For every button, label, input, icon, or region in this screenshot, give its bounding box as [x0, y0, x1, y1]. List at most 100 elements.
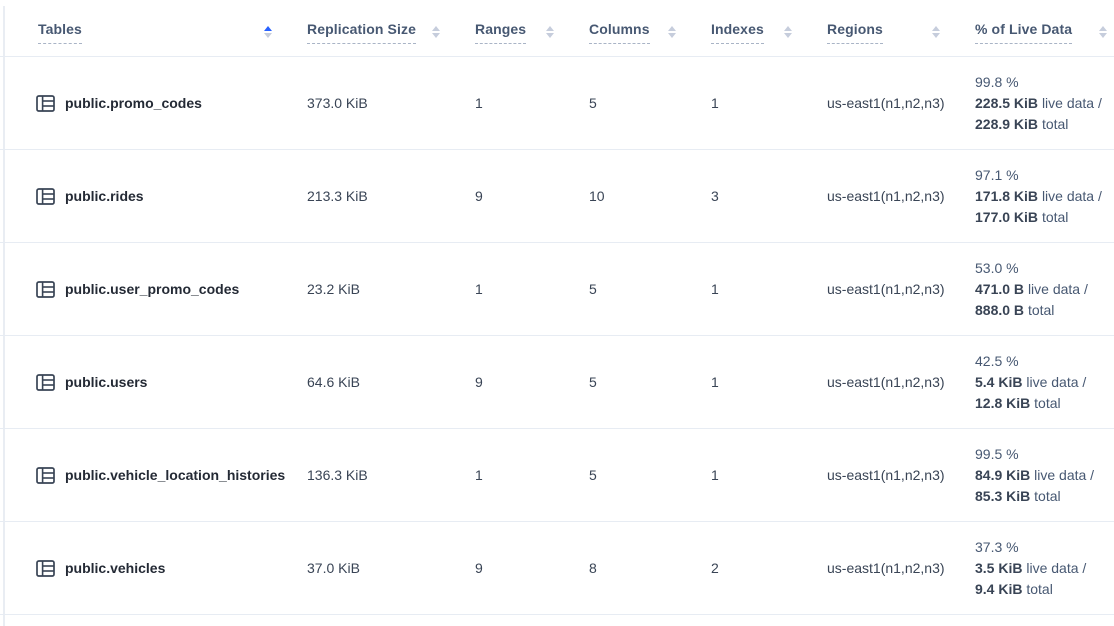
total-size-line: 12.8 KiB total — [975, 394, 1061, 411]
table-row: public.user_promo_codes 23.2 KiB 1 5 1 u… — [0, 243, 1114, 336]
ranges-value: 1 — [475, 281, 483, 297]
replication-size-value: 136.3 KiB — [307, 467, 368, 483]
column-header-live-data[interactable]: % of Live Data — [975, 8, 1114, 56]
column-header-ranges[interactable]: Ranges — [475, 8, 589, 56]
regions-value: us-east1(n1,n2,n3) — [827, 188, 945, 204]
regions-value: us-east1(n1,n2,n3) — [827, 374, 945, 390]
table-grid-icon — [36, 559, 55, 577]
indexes-value: 3 — [711, 188, 719, 204]
table-name-link[interactable]: public.user_promo_codes — [0, 279, 307, 299]
live-percent: 42.5 % — [975, 352, 1019, 369]
column-header-regions[interactable]: Regions — [827, 8, 975, 56]
column-header-label: Ranges — [475, 21, 527, 44]
column-header-columns[interactable]: Columns — [589, 8, 711, 56]
table-body: public.promo_codes 373.0 KiB 1 5 1 us-ea… — [0, 57, 1114, 615]
live-percent: 37.3 % — [975, 538, 1019, 555]
sort-icon — [668, 26, 677, 38]
live-size-line: 84.9 KiB live data / — [975, 466, 1095, 483]
live-data-cell: 99.8 % 228.5 KiB live data / 228.9 KiB t… — [975, 72, 1114, 135]
table-name: public.vehicles — [65, 560, 166, 576]
table-row: public.users 64.6 KiB 9 5 1 us-east1(n1,… — [0, 336, 1114, 429]
live-data-cell: 99.5 % 84.9 KiB live data / 85.3 KiB tot… — [975, 444, 1114, 507]
live-data-cell: 42.5 % 5.4 KiB live data / 12.8 KiB tota… — [975, 351, 1114, 414]
regions-value: us-east1(n1,n2,n3) — [827, 560, 945, 576]
columns-value: 5 — [589, 95, 597, 111]
live-percent: 97.1 % — [975, 166, 1019, 183]
total-size-line: 85.3 KiB total — [975, 487, 1061, 504]
live-data-cell: 97.1 % 171.8 KiB live data / 177.0 KiB t… — [975, 165, 1114, 228]
sort-icon — [932, 26, 941, 38]
regions-value: us-east1(n1,n2,n3) — [827, 281, 945, 297]
columns-value: 5 — [589, 374, 597, 390]
replication-size-value: 64.6 KiB — [307, 374, 360, 390]
column-header-replication-size[interactable]: Replication Size — [307, 8, 475, 56]
sort-icon — [264, 26, 273, 38]
table-name-link[interactable]: public.users — [0, 372, 307, 392]
table-name-link[interactable]: public.vehicle_location_histories — [0, 465, 307, 485]
total-size-line: 888.0 B total — [975, 301, 1055, 318]
table-grid-icon — [36, 373, 55, 391]
column-header-label: Indexes — [711, 21, 764, 44]
table-grid-icon — [36, 280, 55, 298]
column-header-tables[interactable]: Tables — [0, 8, 307, 56]
table-name-link[interactable]: public.vehicles — [0, 558, 307, 578]
table-name: public.users — [65, 374, 148, 390]
table-name: public.promo_codes — [65, 95, 202, 111]
column-header-label: Columns — [589, 21, 650, 44]
table-name: public.user_promo_codes — [65, 281, 240, 297]
table-grid-icon — [36, 466, 55, 484]
live-size-line: 5.4 KiB live data / — [975, 373, 1087, 390]
total-size-line: 9.4 KiB total — [975, 580, 1053, 597]
database-tables-table: Tables Replication Size Ranges Columns I… — [0, 8, 1114, 615]
live-size-line: 471.0 B live data / — [975, 280, 1088, 297]
regions-value: us-east1(n1,n2,n3) — [827, 95, 945, 111]
column-header-label: % of Live Data — [975, 21, 1073, 44]
table-grid-icon — [36, 187, 55, 205]
ranges-value: 9 — [475, 188, 483, 204]
table-name: public.rides — [65, 188, 144, 204]
sort-icon — [546, 26, 555, 38]
live-data-cell: 37.3 % 3.5 KiB live data / 9.4 KiB total — [975, 537, 1114, 600]
ranges-value: 1 — [475, 467, 483, 483]
sort-icon — [432, 26, 441, 38]
columns-value: 8 — [589, 560, 597, 576]
column-header-label: Tables — [38, 21, 82, 44]
columns-value: 5 — [589, 467, 597, 483]
table-row: public.promo_codes 373.0 KiB 1 5 1 us-ea… — [0, 57, 1114, 150]
sort-icon — [1099, 26, 1108, 38]
replication-size-value: 373.0 KiB — [307, 95, 368, 111]
indexes-value: 1 — [711, 374, 719, 390]
table-name-link[interactable]: public.promo_codes — [0, 93, 307, 113]
indexes-value: 1 — [711, 467, 719, 483]
table-header-row: Tables Replication Size Ranges Columns I… — [0, 8, 1114, 57]
regions-value: us-east1(n1,n2,n3) — [827, 467, 945, 483]
table-grid-icon — [36, 94, 55, 112]
replication-size-value: 37.0 KiB — [307, 560, 360, 576]
column-header-label: Replication Size — [307, 21, 416, 44]
live-percent: 53.0 % — [975, 259, 1019, 276]
replication-size-value: 213.3 KiB — [307, 188, 368, 204]
column-header-indexes[interactable]: Indexes — [711, 8, 827, 56]
table-name-link[interactable]: public.rides — [0, 186, 307, 206]
live-size-line: 3.5 KiB live data / — [975, 559, 1087, 576]
table-row: public.vehicle_location_histories 136.3 … — [0, 429, 1114, 522]
table-row: public.vehicles 37.0 KiB 9 8 2 us-east1(… — [0, 522, 1114, 615]
total-size-line: 177.0 KiB total — [975, 208, 1069, 225]
ranges-value: 1 — [475, 95, 483, 111]
live-data-cell: 53.0 % 471.0 B live data / 888.0 B total — [975, 258, 1114, 321]
columns-value: 10 — [589, 188, 605, 204]
ranges-value: 9 — [475, 374, 483, 390]
live-size-line: 171.8 KiB live data / — [975, 187, 1102, 204]
indexes-value: 1 — [711, 281, 719, 297]
columns-value: 5 — [589, 281, 597, 297]
sort-icon — [784, 26, 793, 38]
live-percent: 99.8 % — [975, 73, 1019, 90]
total-size-line: 228.9 KiB total — [975, 115, 1069, 132]
live-size-line: 228.5 KiB live data / — [975, 94, 1102, 111]
ranges-value: 9 — [475, 560, 483, 576]
replication-size-value: 23.2 KiB — [307, 281, 360, 297]
indexes-value: 2 — [711, 560, 719, 576]
column-header-label: Regions — [827, 21, 883, 44]
left-edge-divider — [3, 6, 5, 626]
